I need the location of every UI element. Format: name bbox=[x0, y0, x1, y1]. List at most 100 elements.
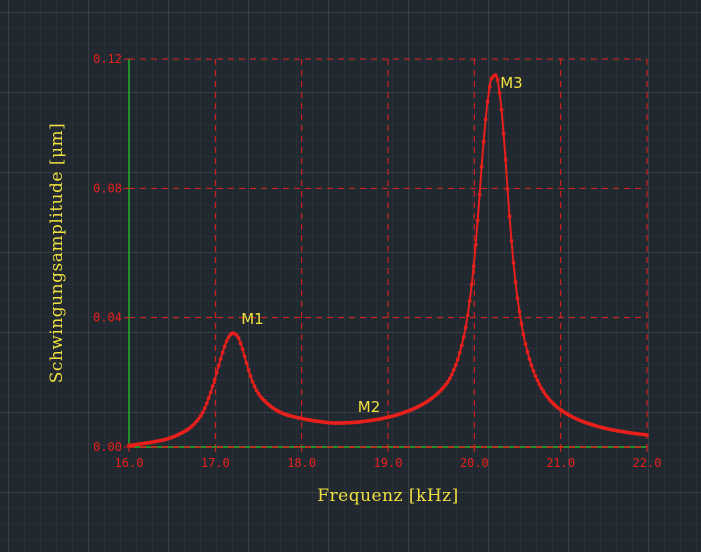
data-point bbox=[445, 379, 450, 384]
data-point bbox=[455, 357, 460, 362]
x-tick-label: 20.0 bbox=[460, 456, 489, 470]
data-point bbox=[539, 386, 544, 391]
data-point bbox=[645, 433, 649, 437]
x-axis-title: Frequenz [kHz] bbox=[317, 486, 459, 506]
data-point bbox=[459, 343, 464, 348]
data-point bbox=[234, 333, 239, 338]
data-point bbox=[519, 322, 524, 326]
data-point bbox=[475, 218, 480, 223]
data-point bbox=[242, 354, 247, 359]
data-point bbox=[218, 357, 223, 361]
data-point bbox=[451, 368, 456, 372]
data-point bbox=[543, 392, 548, 397]
data-point bbox=[214, 370, 219, 375]
y-tick-label: 0.12 bbox=[93, 52, 122, 66]
data-point bbox=[226, 335, 231, 340]
data-point bbox=[527, 357, 532, 361]
data-point bbox=[517, 309, 522, 314]
y-tick-label: 0.08 bbox=[93, 181, 122, 195]
data-point bbox=[200, 410, 205, 415]
data-point bbox=[509, 239, 514, 243]
data-point bbox=[457, 351, 462, 355]
data-point bbox=[240, 347, 245, 352]
data-point bbox=[525, 350, 530, 354]
x-tick-label: 16.0 bbox=[115, 456, 144, 470]
data-point bbox=[533, 373, 538, 378]
data-point bbox=[499, 107, 504, 112]
data-point bbox=[449, 372, 454, 377]
data-point bbox=[220, 350, 225, 355]
data-point bbox=[465, 313, 470, 318]
data-point bbox=[531, 368, 536, 373]
data-point bbox=[529, 363, 534, 368]
data-point bbox=[511, 260, 516, 265]
data-point bbox=[204, 401, 209, 406]
data-point bbox=[250, 379, 255, 384]
data-point bbox=[196, 416, 201, 421]
data-point bbox=[463, 325, 468, 330]
data-point bbox=[485, 99, 490, 104]
y-tick-label: 0.00 bbox=[93, 440, 122, 454]
data-point bbox=[497, 91, 502, 95]
data-point bbox=[521, 332, 526, 337]
data-point bbox=[206, 396, 211, 400]
x-tick-label: 18.0 bbox=[287, 456, 316, 470]
data-point bbox=[477, 192, 482, 197]
data-point bbox=[256, 391, 261, 396]
data-point bbox=[479, 164, 484, 169]
data-point bbox=[210, 384, 215, 389]
data-point bbox=[523, 342, 528, 346]
data-point bbox=[222, 344, 227, 349]
data-point bbox=[487, 84, 492, 89]
data-point bbox=[461, 335, 466, 339]
annotation-m2: M2 bbox=[358, 398, 381, 416]
data-point bbox=[252, 384, 257, 389]
data-point bbox=[503, 157, 508, 162]
data-point bbox=[244, 361, 249, 366]
data-point bbox=[507, 214, 512, 219]
data-point bbox=[481, 139, 486, 144]
data-point bbox=[501, 131, 506, 136]
data-point bbox=[513, 280, 518, 284]
tick-labels: 16.0 17.0 18.0 19.0 20.0 21.0 22.0 0.00 0.04 0.08… bbox=[93, 52, 661, 470]
y-axis-title: Schwingungsamplitude [μm] bbox=[47, 123, 67, 384]
x-tick-label: 22.0 bbox=[633, 456, 662, 470]
data-point bbox=[541, 389, 546, 394]
data-point bbox=[493, 73, 498, 78]
data-point bbox=[236, 336, 241, 341]
data-point bbox=[473, 242, 478, 247]
annotation-m3: M3 bbox=[500, 74, 523, 92]
x-tick-label: 17.0 bbox=[201, 456, 230, 470]
data-point bbox=[248, 374, 253, 379]
data-point bbox=[443, 382, 448, 387]
data-point bbox=[505, 187, 510, 192]
data-point bbox=[198, 413, 203, 418]
data-point bbox=[224, 339, 229, 343]
data-point bbox=[447, 376, 452, 381]
data-point bbox=[535, 378, 540, 383]
x-tick-label: 19.0 bbox=[374, 456, 403, 470]
y-tick-label: 0.04 bbox=[93, 311, 122, 325]
data-point bbox=[537, 382, 542, 387]
axes bbox=[124, 58, 648, 452]
data-point bbox=[469, 282, 474, 287]
data-point bbox=[471, 264, 476, 269]
data-point bbox=[208, 390, 213, 395]
data-point bbox=[216, 363, 221, 368]
annotation-m1: M1 bbox=[241, 310, 264, 328]
data-point bbox=[202, 406, 207, 411]
grid-lines bbox=[129, 58, 648, 447]
data-point bbox=[483, 117, 488, 122]
data-point bbox=[212, 377, 217, 382]
data-point bbox=[453, 363, 458, 367]
data-point bbox=[246, 368, 251, 372]
series-markers bbox=[127, 73, 649, 448]
data-point bbox=[495, 77, 500, 82]
data-point bbox=[515, 296, 520, 301]
data-point bbox=[238, 341, 243, 346]
x-tick-label: 21.0 bbox=[546, 456, 575, 470]
data-point bbox=[254, 388, 259, 393]
data-point bbox=[467, 298, 472, 303]
annotations: M1 M2 M3 bbox=[241, 74, 523, 416]
